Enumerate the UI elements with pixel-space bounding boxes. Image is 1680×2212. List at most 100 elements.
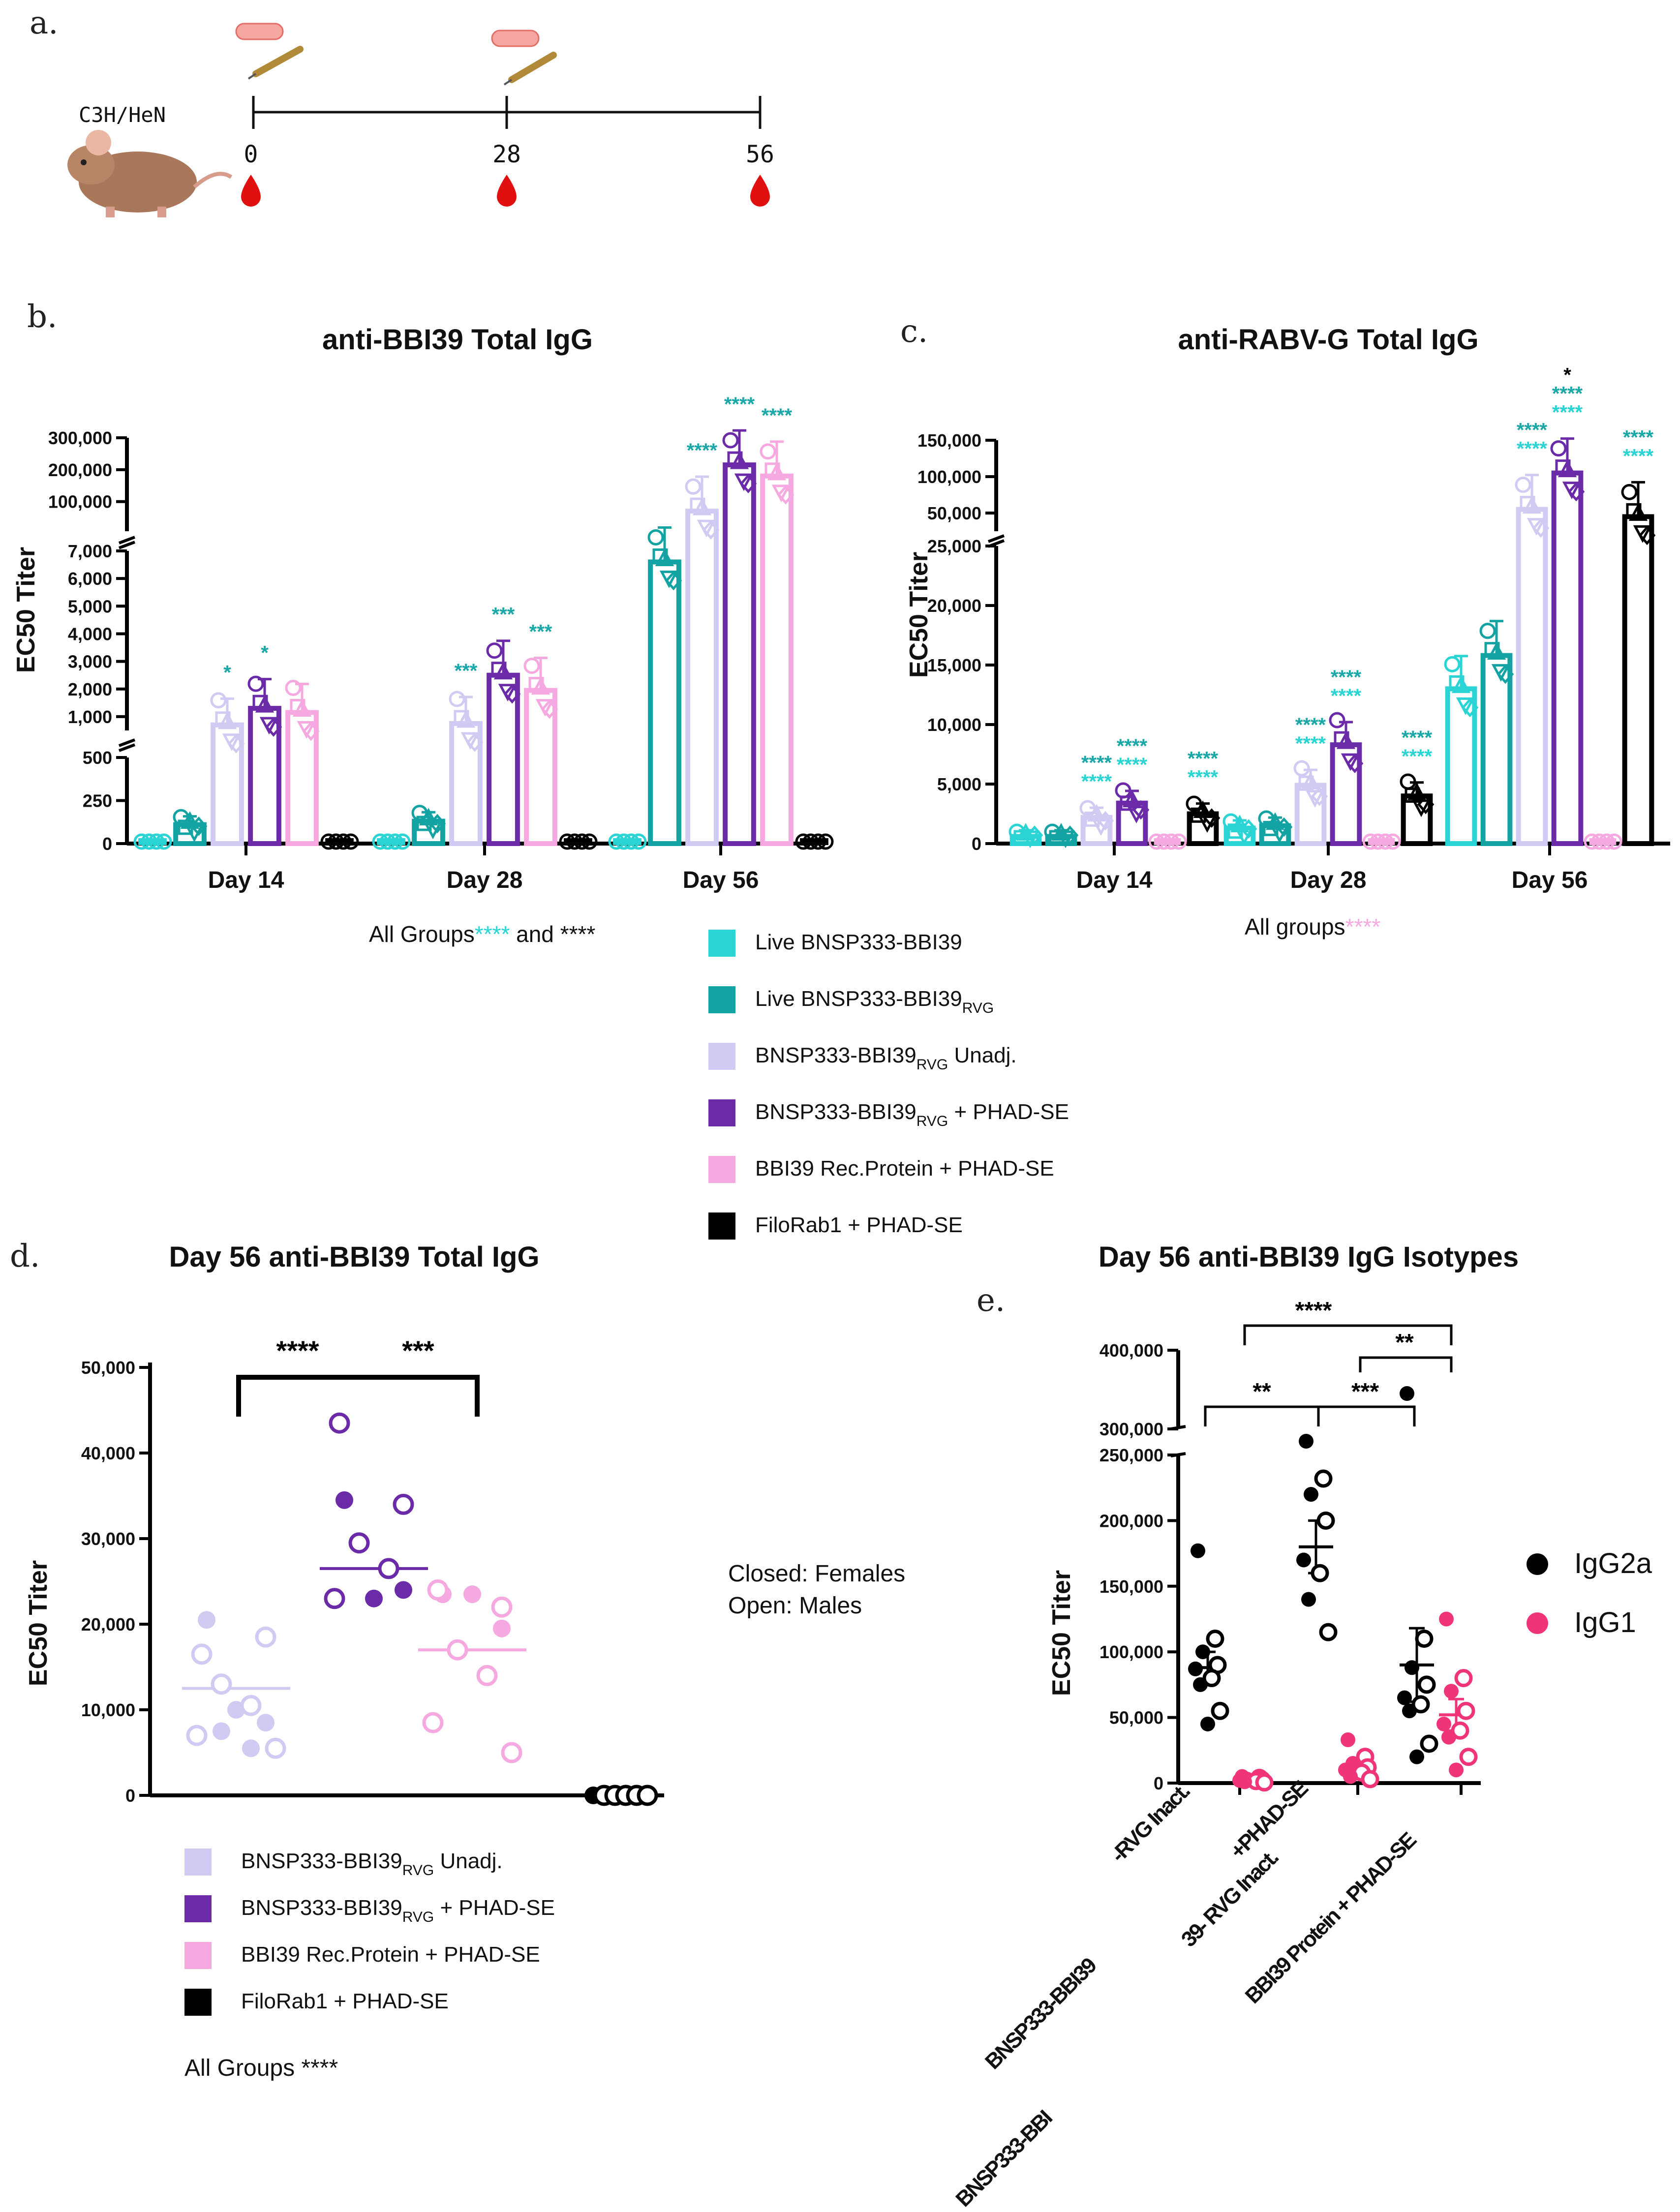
data-point-male: [211, 1673, 232, 1695]
data-point: [302, 721, 320, 741]
significance-label: ****: [1623, 426, 1654, 448]
strain-label: C3H/HeN: [79, 103, 166, 127]
y-tick-label: 10,000: [927, 715, 981, 735]
data-point: [1343, 1769, 1358, 1784]
y-tick-label: 300,000: [48, 428, 112, 448]
axis-break-mark: [118, 743, 136, 752]
data-point: [1230, 815, 1250, 833]
y-tick-label: 0: [972, 834, 981, 854]
data-point: [623, 833, 640, 850]
data-point: [1301, 772, 1320, 789]
data-point: [1120, 795, 1135, 811]
data-point: [1558, 459, 1577, 478]
bar: [1551, 470, 1584, 846]
y-tick-label: 200,000: [48, 460, 112, 480]
data-point-female: [213, 1722, 230, 1740]
data-point: [1377, 833, 1394, 850]
data-point: [734, 473, 754, 491]
data-point: [1191, 1543, 1205, 1558]
data-point: [722, 432, 739, 449]
y-axis-label: EC50 Titer: [1047, 1570, 1076, 1696]
legend-marker-igg1: [1527, 1612, 1548, 1634]
significance-label: ****: [724, 394, 755, 415]
y-axis-label: EC50 Titer: [12, 547, 40, 673]
data-point: [1061, 825, 1079, 845]
data-point: [1026, 825, 1043, 845]
data-point: [466, 732, 484, 752]
data-point: [456, 710, 476, 728]
data-point: [222, 733, 242, 752]
y-tick-label: 40,000: [81, 1443, 135, 1463]
data-point-male: [491, 1596, 513, 1618]
data-point: [503, 684, 521, 704]
data-point: [1188, 1661, 1203, 1676]
y-tick-label: 250: [83, 791, 112, 811]
bar: [449, 721, 483, 847]
footnote: All groups****: [1245, 914, 1380, 939]
y-tick-label: 150,000: [917, 430, 981, 451]
data-point-male: [186, 1725, 208, 1746]
axis-break-mark: [118, 536, 136, 545]
y-tick-label: 6,000: [68, 569, 112, 589]
legend-swatch: [708, 1099, 735, 1126]
data-point: [1202, 1669, 1221, 1688]
data-point: [1193, 1677, 1208, 1692]
data-point: [394, 833, 411, 850]
legend-swatch: [708, 1212, 735, 1240]
panel-e: e. Day 56 anti-BBI39 IgG Isotypes EC50 T…: [951, 1241, 1652, 2212]
legend-swatch: [184, 1848, 212, 1876]
data-point: [1457, 1701, 1475, 1720]
timepoint-label: 28: [492, 141, 521, 168]
data-point-male: [427, 1579, 449, 1601]
data-point: [1186, 795, 1202, 812]
significance-label: **: [1252, 1379, 1271, 1405]
data-point: [1305, 790, 1325, 808]
data-point: [817, 833, 834, 850]
data-point: [1314, 1469, 1333, 1488]
data-point-female: [395, 1581, 412, 1599]
data-point: [460, 732, 480, 750]
chart-title: Day 56 anti-BBI39 Total IgG: [169, 1241, 539, 1273]
data-point: [342, 833, 359, 850]
y-tick-label: 20,000: [81, 1614, 135, 1635]
y-tick-label: 500: [83, 748, 112, 768]
significance-bracket: [236, 1375, 480, 1417]
y-tick-label: 100,000: [48, 492, 112, 512]
data-point-male: [501, 1742, 522, 1763]
data-point: [259, 717, 279, 735]
significance-label: ***: [455, 660, 478, 682]
significance-bracket: [1359, 1356, 1453, 1372]
y-tick-label: 10,000: [81, 1700, 135, 1720]
significance-label: ****: [1081, 752, 1112, 774]
y-axis-label: EC50 Titer: [905, 552, 933, 678]
significance-label: ****: [1517, 438, 1548, 460]
data-point: [1170, 833, 1187, 850]
bars: [1008, 437, 1656, 850]
bar: [648, 559, 681, 846]
data-point: [1417, 794, 1435, 815]
y-tick-label: 2,000: [68, 679, 112, 699]
panel-b: b. anti-BBI39 Total IgG EC50 Titer 0 250 5…: [12, 299, 834, 947]
data-point-male: [447, 1639, 468, 1661]
significance-label: ****: [1295, 714, 1326, 736]
y-tick-label: 50,000: [81, 1358, 135, 1378]
legend-label: Live BNSP333-BBI39RVG: [755, 987, 994, 1016]
data-point: [531, 677, 550, 695]
x-tick-label: Day 56: [683, 867, 759, 893]
significance-label: ***: [529, 621, 552, 643]
vaccine-icon: [491, 30, 557, 86]
x-tick-label: Day 28: [447, 867, 523, 893]
bar: [685, 509, 719, 846]
data-point-male: [348, 1532, 370, 1554]
data-point: [1441, 1729, 1456, 1745]
bar: [1516, 507, 1548, 846]
x-tick-label: Day 28: [1290, 867, 1367, 893]
legend-swatch: [708, 1043, 735, 1070]
data-point: [210, 692, 227, 709]
y-tick-label: 0: [125, 1786, 135, 1806]
bar: [524, 688, 557, 846]
bar: [1480, 653, 1513, 846]
data-point: [1206, 1630, 1224, 1648]
y-tick-label: 20,000: [927, 596, 981, 616]
